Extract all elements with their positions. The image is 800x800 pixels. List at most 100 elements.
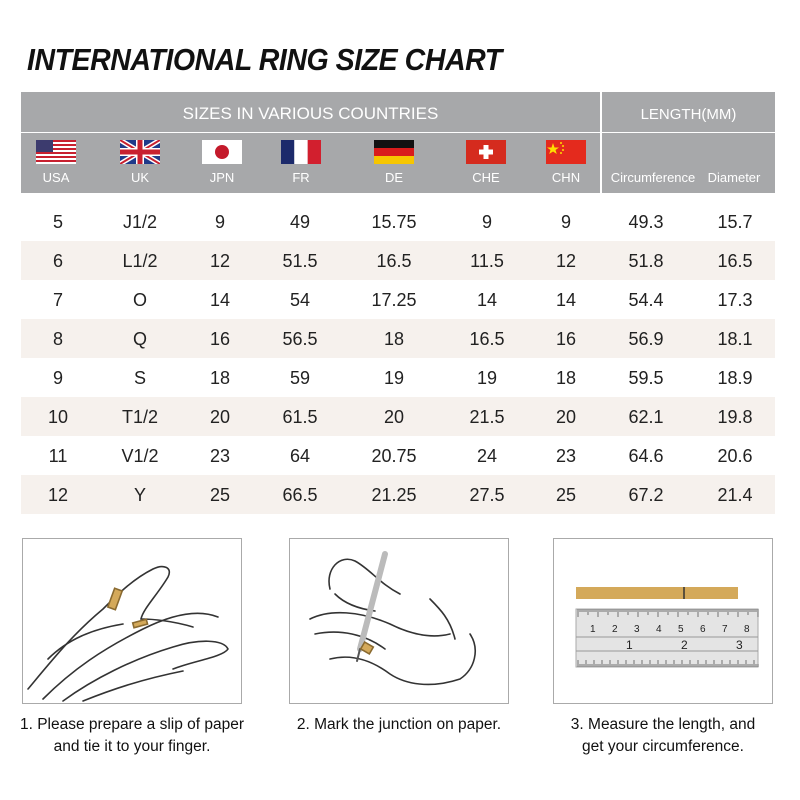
table-row: 10 T1/2 20 61.5 20 21.5 20 62.1 19.8 xyxy=(21,397,775,436)
cell-fr: 59 xyxy=(289,368,311,388)
step-3-caption: 3. Measure the length, and get your circ… xyxy=(571,714,755,758)
caption-line: 1. Please prepare a slip of paper xyxy=(19,716,245,733)
cell-diameter: 21.4 xyxy=(717,485,753,505)
caption-line: 3. Measure the length, and xyxy=(570,716,756,733)
cell-usa: 5 xyxy=(52,212,64,232)
cell-diameter: 15.7 xyxy=(717,212,753,232)
cell-de: 20 xyxy=(383,407,405,427)
cell-chn: 12 xyxy=(555,251,577,271)
ruler xyxy=(575,608,759,668)
table-row: 6 L1/2 12 51.5 16.5 11.5 12 51.8 16.5 xyxy=(21,241,775,280)
column-label-circumference: Circumference xyxy=(610,170,696,185)
cell-usa: 7 xyxy=(52,290,64,310)
divider xyxy=(602,132,775,133)
ruler-cm-label: 8 xyxy=(744,624,750,635)
ruler-inch-label: 1 xyxy=(626,638,633,652)
cell-che: 14 xyxy=(476,290,498,310)
cell-uk: S xyxy=(133,368,147,388)
cell-de: 20.75 xyxy=(371,446,417,466)
cell-diameter: 18.1 xyxy=(717,329,753,349)
table-row: 7 O 14 54 17.25 14 14 54.4 17.3 xyxy=(21,280,775,319)
cell-chn: 14 xyxy=(555,290,577,310)
cell-circumference: 56.9 xyxy=(628,329,664,349)
step-2-caption: 2. Mark the junction on paper. xyxy=(297,714,501,736)
cell-fr: 64 xyxy=(289,446,311,466)
us-flag-icon xyxy=(36,140,76,164)
column-label-jpn: JPN xyxy=(209,170,235,185)
cell-circumference: 54.4 xyxy=(628,290,664,310)
ruler-inch-label: 3 xyxy=(736,638,743,652)
table-row: 5 J1/2 9 49 15.75 9 9 49.3 15.7 xyxy=(21,202,775,241)
cell-jpn: 20 xyxy=(209,407,231,427)
ruler-measurement-icon: 1 2 3 4 5 6 7 81 2 3 xyxy=(575,587,759,668)
cell-usa: 6 xyxy=(52,251,64,271)
cell-uk: T1/2 xyxy=(121,407,159,427)
cell-fr: 61.5 xyxy=(282,407,318,427)
cell-de: 17.25 xyxy=(371,290,417,310)
cell-che: 21.5 xyxy=(469,407,505,427)
cell-circumference: 62.1 xyxy=(628,407,664,427)
cell-usa: 9 xyxy=(52,368,64,388)
cell-usa: 10 xyxy=(47,407,69,427)
cell-che: 24 xyxy=(476,446,498,466)
cell-chn: 18 xyxy=(555,368,577,388)
column-label-de: DE xyxy=(384,170,404,185)
cell-diameter: 20.6 xyxy=(717,446,753,466)
cell-chn: 9 xyxy=(560,212,572,232)
ruler-cm-label: 1 xyxy=(590,624,596,635)
cell-jpn: 25 xyxy=(209,485,231,505)
ruler-cm-label: 7 xyxy=(722,624,728,635)
france-flag-icon xyxy=(281,140,321,164)
cell-circumference: 59.5 xyxy=(628,368,664,388)
column-label-diameter: Diameter xyxy=(707,170,761,185)
column-label-che: CHE xyxy=(472,170,500,185)
cell-uk: Q xyxy=(132,329,148,349)
cell-uk: L1/2 xyxy=(122,251,158,271)
cell-chn: 23 xyxy=(555,446,577,466)
cell-jpn: 9 xyxy=(214,212,226,232)
cell-diameter: 19.8 xyxy=(717,407,753,427)
paper-strip xyxy=(576,587,738,599)
ruler-cm-label: 4 xyxy=(656,624,662,635)
cell-circumference: 51.8 xyxy=(628,251,664,271)
table-row: 12 Y 25 66.5 21.25 27.5 25 67.2 21.4 xyxy=(21,475,775,514)
cell-fr: 66.5 xyxy=(282,485,318,505)
cell-fr: 51.5 xyxy=(282,251,318,271)
uk-flag-icon xyxy=(120,140,160,164)
cell-diameter: 18.9 xyxy=(717,368,753,388)
cell-fr: 56.5 xyxy=(282,329,318,349)
table-header: SIZES IN VARIOUS COUNTRIES LENGTH(MM) US… xyxy=(21,92,775,193)
cell-jpn: 14 xyxy=(209,290,231,310)
cell-jpn: 18 xyxy=(209,368,231,388)
ruler-cm-label: 2 xyxy=(612,624,618,635)
cell-circumference: 49.3 xyxy=(628,212,664,232)
cell-circumference: 64.6 xyxy=(628,446,664,466)
cell-uk: Y xyxy=(133,485,147,505)
cell-fr: 54 xyxy=(289,290,311,310)
cell-de: 18 xyxy=(383,329,405,349)
cell-che: 11.5 xyxy=(470,251,504,271)
cell-de: 15.75 xyxy=(371,212,417,232)
cell-che: 19 xyxy=(476,368,498,388)
column-label-fr: FR xyxy=(292,170,310,185)
sizes-header: SIZES IN VARIOUS COUNTRIES xyxy=(182,104,439,123)
cell-jpn: 16 xyxy=(209,329,231,349)
cell-chn: 16 xyxy=(555,329,577,349)
germany-flag-icon xyxy=(374,140,414,164)
divider xyxy=(600,92,602,193)
marking-paper-icon xyxy=(309,551,476,686)
table-row: 9 S 18 59 19 19 18 59.5 18.9 xyxy=(21,358,775,397)
cell-che: 27.5 xyxy=(469,485,505,505)
page-title: INTERNATIONAL RING SIZE CHART xyxy=(27,42,502,77)
ruler-cm-label: 5 xyxy=(678,624,684,635)
divider xyxy=(21,132,600,133)
table-row: 11 V1/2 23 64 20.75 24 23 64.6 20.6 xyxy=(21,436,775,475)
china-flag-icon xyxy=(546,140,586,164)
japan-flag-icon xyxy=(202,140,242,164)
caption-line: 2. Mark the junction on paper. xyxy=(296,716,502,733)
length-header: LENGTH(MM) xyxy=(640,106,737,123)
cell-de: 19 xyxy=(383,368,405,388)
step-2-illustration xyxy=(289,538,509,704)
step-1-caption: 1. Please prepare a slip of paper and ti… xyxy=(20,714,244,758)
